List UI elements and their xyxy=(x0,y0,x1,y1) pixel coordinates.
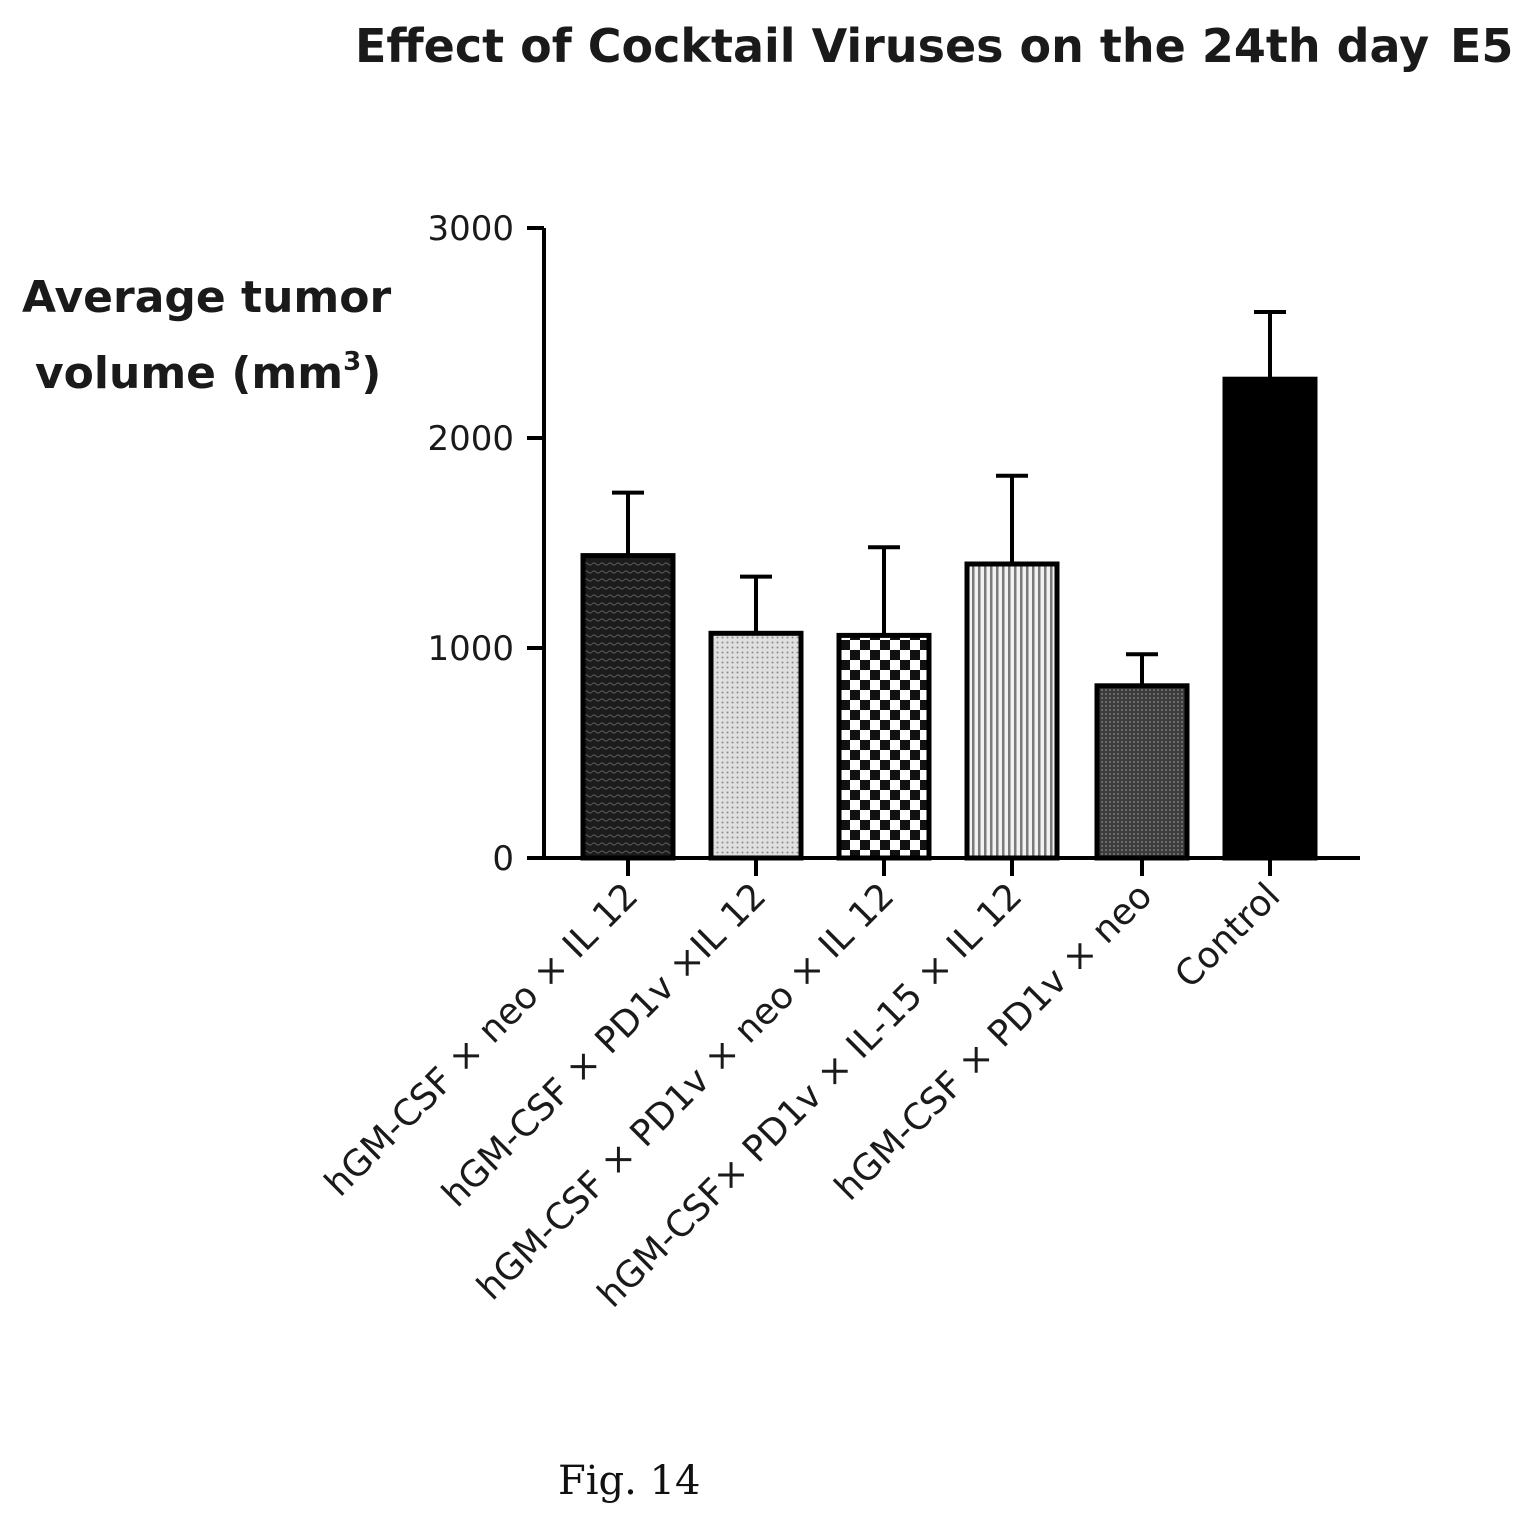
y-tick-label: 1000 xyxy=(427,629,514,669)
y-axis-label-main: volume (mm xyxy=(35,348,343,399)
bar xyxy=(1222,376,1318,861)
y-axis-label-close: ) xyxy=(361,348,381,399)
y-axis-label-line2: volume (mm3) xyxy=(35,347,381,399)
bar xyxy=(1094,683,1190,861)
x-ticks xyxy=(626,860,1272,876)
chart-title: Effect of Cocktail Viruses on the 24th d… xyxy=(355,19,1429,73)
y-tick-label: 0 xyxy=(492,839,514,879)
bar xyxy=(964,561,1060,861)
bar xyxy=(708,630,804,861)
y-ticks: 0 1000 2000 3000 xyxy=(427,209,544,879)
y-tick-label: 3000 xyxy=(427,209,514,249)
bar xyxy=(836,632,932,861)
panel-label: E5 xyxy=(1450,19,1513,73)
bar xyxy=(580,553,676,861)
x-tick-label: Control xyxy=(1167,875,1288,996)
y-tick-label: 2000 xyxy=(427,419,514,459)
figure-caption: Fig. 14 xyxy=(558,1458,700,1504)
bars xyxy=(580,310,1318,861)
y-axis-label-line1: Average tumor xyxy=(22,272,391,323)
y-axis-label: Average tumor volume (mm3) xyxy=(22,272,391,399)
y-axis-label-superscript: 3 xyxy=(343,347,361,377)
